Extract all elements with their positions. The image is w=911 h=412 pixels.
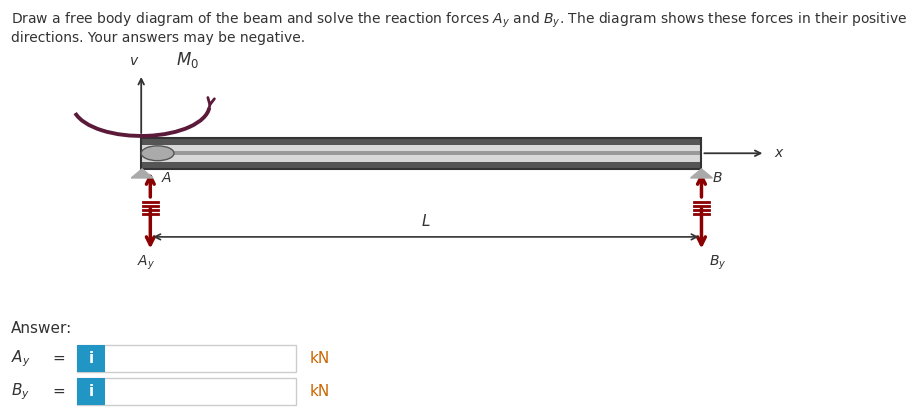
Text: $B_y$: $B_y$ — [709, 253, 726, 272]
Text: $A_y$: $A_y$ — [11, 348, 31, 369]
Text: =: = — [52, 351, 65, 366]
Text: $B_y$: $B_y$ — [11, 381, 30, 402]
Bar — [141, 162, 701, 169]
Bar — [77, 378, 296, 405]
Text: kN: kN — [310, 351, 330, 366]
Polygon shape — [131, 169, 153, 178]
Text: kN: kN — [310, 384, 330, 399]
Text: Answer:: Answer: — [11, 321, 72, 336]
Text: $A_y$: $A_y$ — [137, 253, 155, 272]
Bar — [77, 378, 105, 405]
Bar — [141, 138, 701, 169]
Text: Draw a free body diagram of the beam and solve the reaction forces $A_y$ and $B_: Draw a free body diagram of the beam and… — [11, 10, 907, 30]
Text: $M_0$: $M_0$ — [176, 50, 199, 70]
Bar — [77, 345, 296, 372]
Text: L: L — [421, 214, 430, 229]
Text: =: = — [52, 384, 65, 399]
Bar — [77, 345, 105, 372]
Text: directions. Your answers may be negative.: directions. Your answers may be negative… — [11, 31, 305, 45]
Circle shape — [141, 146, 174, 161]
Text: v: v — [129, 54, 138, 68]
Polygon shape — [691, 169, 712, 178]
Text: i: i — [88, 351, 94, 366]
Text: A: A — [161, 171, 170, 185]
Text: x: x — [774, 146, 783, 160]
Text: i: i — [88, 384, 94, 399]
Bar — [141, 151, 701, 155]
Bar — [141, 138, 701, 169]
Text: B: B — [712, 171, 722, 185]
Bar — [141, 138, 701, 145]
